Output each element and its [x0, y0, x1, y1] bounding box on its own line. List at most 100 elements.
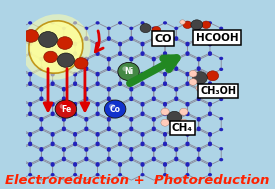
- Circle shape: [62, 57, 66, 60]
- Circle shape: [208, 162, 212, 165]
- Circle shape: [174, 58, 178, 61]
- Circle shape: [185, 51, 189, 55]
- Circle shape: [185, 162, 189, 165]
- Circle shape: [152, 26, 161, 34]
- Text: CO: CO: [155, 33, 172, 43]
- Circle shape: [118, 51, 122, 55]
- Circle shape: [129, 98, 133, 101]
- Circle shape: [118, 113, 122, 116]
- Circle shape: [62, 58, 66, 61]
- Circle shape: [51, 162, 55, 165]
- Circle shape: [118, 103, 122, 107]
- Circle shape: [219, 128, 223, 131]
- Circle shape: [174, 117, 178, 120]
- Circle shape: [152, 58, 156, 61]
- Circle shape: [57, 37, 72, 49]
- Circle shape: [62, 148, 66, 152]
- Circle shape: [167, 111, 182, 124]
- Circle shape: [84, 68, 88, 71]
- Circle shape: [152, 128, 156, 131]
- Circle shape: [208, 53, 212, 56]
- Circle shape: [51, 72, 55, 75]
- Circle shape: [28, 163, 32, 167]
- Circle shape: [107, 88, 111, 91]
- Circle shape: [39, 36, 43, 40]
- Circle shape: [107, 128, 111, 131]
- Circle shape: [73, 72, 77, 75]
- Circle shape: [62, 96, 66, 100]
- Circle shape: [141, 73, 145, 77]
- Circle shape: [28, 103, 32, 107]
- Circle shape: [180, 119, 188, 126]
- Circle shape: [96, 73, 100, 77]
- Circle shape: [28, 51, 32, 55]
- Circle shape: [163, 83, 167, 86]
- Circle shape: [152, 36, 156, 40]
- Circle shape: [96, 42, 100, 45]
- Circle shape: [129, 96, 133, 100]
- Circle shape: [62, 158, 66, 161]
- Circle shape: [185, 42, 189, 45]
- Circle shape: [96, 83, 100, 86]
- Circle shape: [141, 113, 145, 116]
- Circle shape: [208, 173, 212, 176]
- Circle shape: [141, 103, 145, 107]
- Circle shape: [84, 96, 88, 100]
- Circle shape: [96, 102, 100, 105]
- Circle shape: [62, 128, 66, 131]
- Circle shape: [197, 27, 201, 30]
- Circle shape: [84, 148, 88, 152]
- Circle shape: [51, 113, 55, 116]
- Circle shape: [51, 132, 55, 135]
- Circle shape: [197, 98, 201, 101]
- Circle shape: [51, 143, 55, 146]
- Circle shape: [51, 81, 55, 85]
- Circle shape: [39, 158, 43, 161]
- Circle shape: [141, 143, 145, 146]
- Circle shape: [141, 43, 145, 46]
- Circle shape: [129, 157, 133, 160]
- Circle shape: [84, 126, 88, 130]
- Circle shape: [185, 163, 189, 167]
- Circle shape: [208, 51, 212, 55]
- Circle shape: [152, 158, 156, 161]
- Circle shape: [174, 118, 178, 122]
- Circle shape: [51, 173, 55, 176]
- Circle shape: [24, 30, 38, 42]
- Circle shape: [174, 88, 178, 91]
- Circle shape: [174, 126, 178, 130]
- Circle shape: [107, 36, 111, 40]
- Circle shape: [84, 58, 88, 61]
- Circle shape: [141, 21, 145, 25]
- Circle shape: [107, 118, 111, 122]
- Text: Fe: Fe: [61, 105, 71, 114]
- Circle shape: [197, 128, 201, 131]
- Circle shape: [55, 100, 77, 118]
- Circle shape: [174, 27, 178, 30]
- Circle shape: [28, 102, 32, 105]
- Circle shape: [84, 158, 88, 161]
- Circle shape: [62, 68, 66, 71]
- Circle shape: [118, 43, 122, 46]
- Circle shape: [152, 38, 156, 41]
- Circle shape: [163, 143, 167, 146]
- Circle shape: [185, 142, 189, 145]
- Circle shape: [28, 173, 32, 176]
- Circle shape: [185, 43, 189, 46]
- Circle shape: [118, 73, 122, 77]
- Circle shape: [96, 81, 100, 85]
- Circle shape: [152, 126, 156, 130]
- Circle shape: [219, 87, 223, 90]
- Circle shape: [84, 118, 88, 122]
- Circle shape: [96, 162, 100, 165]
- Circle shape: [174, 158, 178, 161]
- Circle shape: [73, 51, 77, 55]
- Circle shape: [185, 173, 189, 176]
- Circle shape: [197, 38, 201, 41]
- Circle shape: [152, 27, 156, 30]
- Circle shape: [185, 53, 189, 56]
- Circle shape: [51, 102, 55, 105]
- Circle shape: [129, 58, 133, 61]
- Circle shape: [197, 58, 201, 61]
- Circle shape: [75, 58, 88, 69]
